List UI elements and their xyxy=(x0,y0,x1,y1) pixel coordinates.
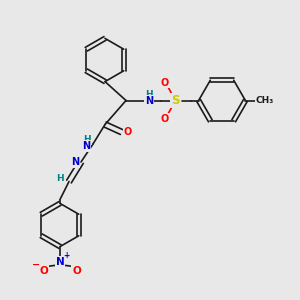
Text: H: H xyxy=(83,135,91,144)
Text: O: O xyxy=(39,266,48,276)
Text: N: N xyxy=(145,96,153,106)
Text: H: H xyxy=(145,90,152,99)
Text: N: N xyxy=(82,141,91,152)
Text: CH₃: CH₃ xyxy=(256,96,274,105)
Text: N: N xyxy=(71,157,79,167)
Text: −: − xyxy=(32,260,40,270)
Text: O: O xyxy=(124,127,132,137)
Text: O: O xyxy=(72,266,81,276)
Text: H: H xyxy=(56,174,64,183)
Text: O: O xyxy=(161,113,169,124)
Text: O: O xyxy=(161,77,169,88)
Text: +: + xyxy=(64,251,70,260)
Text: N: N xyxy=(56,256,64,267)
Text: S: S xyxy=(171,94,180,107)
